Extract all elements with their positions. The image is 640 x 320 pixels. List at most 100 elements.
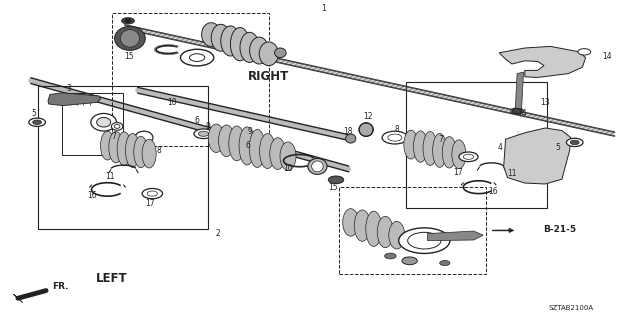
Ellipse shape [91,114,116,131]
Ellipse shape [359,123,373,136]
Ellipse shape [229,126,245,161]
Text: 6: 6 [246,141,251,150]
Ellipse shape [211,24,230,51]
Ellipse shape [270,138,286,170]
Circle shape [29,118,45,126]
Text: 2: 2 [215,229,220,238]
Text: 18: 18 [343,127,352,136]
Ellipse shape [219,125,235,157]
Ellipse shape [343,209,359,236]
Circle shape [189,54,205,61]
Bar [406,82,547,208]
Polygon shape [504,128,571,184]
Ellipse shape [260,134,276,169]
Ellipse shape [202,23,221,46]
Ellipse shape [120,30,140,47]
Ellipse shape [115,27,145,51]
Text: B-21-5: B-21-5 [543,225,576,234]
Circle shape [198,131,209,136]
Ellipse shape [433,133,447,167]
Circle shape [511,108,524,114]
Circle shape [142,188,163,199]
Text: 14: 14 [516,109,527,118]
Circle shape [408,232,441,249]
Text: 7: 7 [438,135,443,144]
Ellipse shape [378,216,394,248]
Circle shape [512,108,522,114]
Text: RIGHT: RIGHT [248,70,289,83]
Text: 17: 17 [145,199,156,208]
Text: 12: 12 [364,112,372,121]
Text: 17: 17 [452,168,463,177]
Text: 10: 10 [166,98,177,107]
Polygon shape [499,46,586,77]
Circle shape [463,154,474,159]
Text: SZTAB2100A: SZTAB2100A [549,305,594,311]
Ellipse shape [230,28,250,61]
Ellipse shape [109,132,123,163]
Text: 10: 10 [283,164,293,172]
Ellipse shape [115,124,120,128]
Circle shape [402,257,417,265]
Polygon shape [48,93,100,106]
Ellipse shape [250,130,266,168]
Ellipse shape [142,139,156,168]
Ellipse shape [134,136,148,168]
Ellipse shape [111,123,123,130]
Bar [38,86,208,229]
Text: 3: 3 [67,84,72,92]
Ellipse shape [275,48,286,58]
Text: 15: 15 [124,52,134,60]
Circle shape [125,19,131,22]
Ellipse shape [452,140,466,169]
Ellipse shape [366,211,382,246]
Circle shape [385,253,396,259]
Ellipse shape [125,133,140,167]
Text: 1: 1 [321,4,326,12]
Ellipse shape [280,142,296,171]
Text: 9: 9 [205,122,211,131]
Text: 5: 5 [556,143,561,152]
Text: 8: 8 [156,146,161,155]
Ellipse shape [413,131,428,162]
Text: 6: 6 [195,116,200,124]
Text: 15: 15 [328,183,338,192]
Text: 7: 7 [111,132,116,140]
Circle shape [440,260,450,266]
Text: 9: 9 [247,127,252,136]
Circle shape [382,131,408,144]
Circle shape [388,134,402,141]
Ellipse shape [312,161,323,172]
Ellipse shape [100,131,115,160]
Text: 11: 11 [508,169,516,178]
Ellipse shape [250,37,269,64]
Ellipse shape [423,132,437,165]
Ellipse shape [240,32,259,62]
Ellipse shape [97,117,111,127]
Text: 16: 16 [488,188,498,196]
Polygon shape [13,294,22,302]
Circle shape [459,152,478,162]
Circle shape [147,191,157,196]
Ellipse shape [308,158,327,174]
Circle shape [570,140,579,145]
Text: 14: 14 [602,52,612,60]
Bar [112,13,269,146]
Text: 16: 16 [86,191,97,200]
Circle shape [328,176,344,184]
Bar [339,187,486,274]
Text: 4: 4 [498,143,503,152]
Text: 13: 13 [540,98,550,107]
Polygon shape [515,72,524,110]
Ellipse shape [389,221,405,249]
Ellipse shape [239,127,255,165]
Bar [62,93,123,155]
Text: LEFT: LEFT [96,272,128,285]
Ellipse shape [259,42,278,66]
Polygon shape [428,231,483,241]
Circle shape [180,49,214,66]
Text: 8: 8 [394,125,399,134]
Ellipse shape [404,130,418,159]
Ellipse shape [355,210,370,241]
Ellipse shape [442,137,456,168]
